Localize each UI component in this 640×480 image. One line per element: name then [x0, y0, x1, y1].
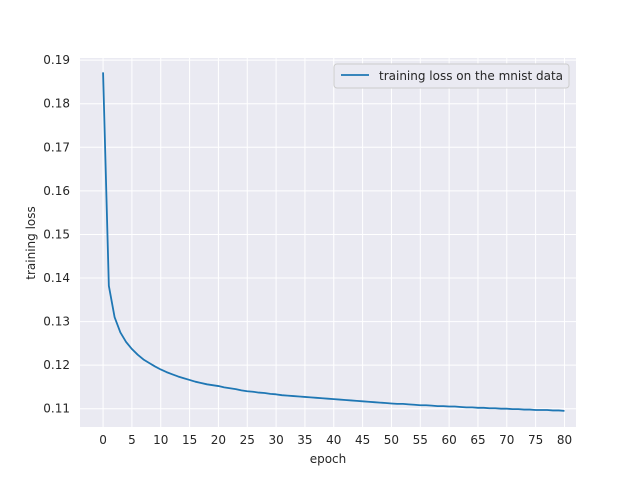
x-tick-label: 20: [211, 433, 226, 447]
x-tick-labels: 0 5 10 15 20 25 30 35 40 45 50 55 60 65 70 75 80: [99, 433, 572, 447]
series-layer: [102, 72, 565, 412]
x-tick-label: 75: [528, 433, 543, 447]
grid-lines: [80, 58, 576, 427]
y-tick-label: 0.12: [43, 358, 70, 372]
x-axis-label: epoch: [310, 452, 347, 466]
x-tick-label: 5: [128, 433, 136, 447]
x-tick-label: 50: [384, 433, 399, 447]
y-tick-label: 0.11: [43, 402, 70, 416]
y-tick-label: 0.19: [43, 53, 70, 67]
x-tick-label: 25: [240, 433, 255, 447]
x-tick-label: 60: [441, 433, 456, 447]
legend-label: training loss on the mnist data: [379, 69, 563, 83]
y-tick-label: 0.16: [43, 184, 70, 198]
x-tick-label: 35: [297, 433, 312, 447]
plot-background: [80, 58, 576, 427]
y-tick-labels: 0.11 0.12 0.13 0.14 0.15 0.16 0.17 0.18 0.19: [43, 53, 70, 416]
x-tick-label: 65: [470, 433, 485, 447]
y-tick-label: 0.14: [43, 271, 70, 285]
x-tick-label: 30: [268, 433, 283, 447]
legend: training loss on the mnist data: [333, 63, 570, 89]
x-tick-label: 55: [413, 433, 428, 447]
x-tick-label: 10: [153, 433, 168, 447]
y-axis-label: training loss: [24, 206, 38, 279]
y-tick-label: 0.13: [43, 315, 70, 329]
x-tick-label: 80: [557, 433, 572, 447]
x-tick-label: 70: [499, 433, 514, 447]
series-line: [102, 72, 565, 412]
x-tick-label: 40: [326, 433, 341, 447]
x-tick-label: 0: [99, 433, 107, 447]
y-tick-label: 0.15: [43, 227, 70, 241]
x-tick-label: 15: [182, 433, 197, 447]
legend-box: [333, 63, 570, 89]
x-tick-label: 45: [355, 433, 370, 447]
y-tick-label: 0.18: [43, 97, 70, 111]
y-tick-label: 0.17: [43, 140, 70, 154]
